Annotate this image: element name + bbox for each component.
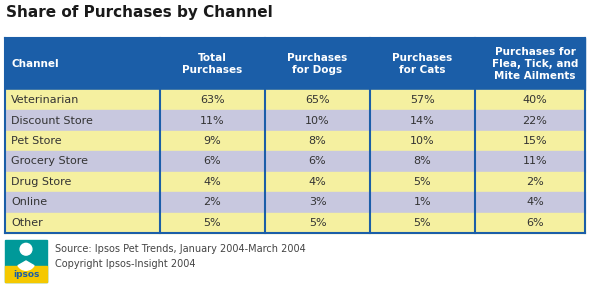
Text: Grocery Store: Grocery Store (11, 157, 88, 167)
Text: 8%: 8% (414, 157, 431, 167)
Text: 6%: 6% (526, 218, 544, 228)
Bar (5, 38, 585, 90)
Text: Total
Purchases: Total Purchases (182, 53, 242, 75)
Text: 22%: 22% (523, 116, 548, 126)
Text: 5%: 5% (414, 218, 431, 228)
Text: 8%: 8% (309, 136, 326, 146)
Text: Pet Store: Pet Store (11, 136, 61, 146)
Text: 9%: 9% (204, 136, 221, 146)
Text: Purchases
for Dogs: Purchases for Dogs (287, 53, 348, 75)
Text: 14%: 14% (410, 116, 435, 126)
Text: 3%: 3% (309, 197, 326, 207)
Text: 57%: 57% (410, 95, 435, 105)
Text: Share of Purchases by Channel: Share of Purchases by Channel (6, 5, 273, 20)
Text: 2%: 2% (204, 197, 221, 207)
Text: 65%: 65% (305, 95, 330, 105)
Text: 15%: 15% (523, 136, 548, 146)
Bar (5, 151, 585, 172)
Text: 1%: 1% (414, 197, 431, 207)
Text: 5%: 5% (414, 177, 431, 187)
Text: 40%: 40% (523, 95, 548, 105)
Text: 4%: 4% (204, 177, 221, 187)
Text: 63%: 63% (200, 95, 225, 105)
Bar (5, 213, 585, 233)
Text: Purchases
for Cats: Purchases for Cats (392, 53, 453, 75)
Wedge shape (18, 261, 34, 270)
Text: 2%: 2% (526, 177, 544, 187)
Text: 6%: 6% (309, 157, 326, 167)
Circle shape (20, 243, 32, 255)
Text: ipsos: ipsos (13, 270, 39, 279)
Text: Source: Ipsos Pet Trends, January 2004-March 2004
Copyright Ipsos-Insight 2004: Source: Ipsos Pet Trends, January 2004-M… (55, 244, 306, 269)
Text: Purchases for
Flea, Tick, and
Mite Ailments: Purchases for Flea, Tick, and Mite Ailme… (492, 47, 578, 81)
Text: Veterinarian: Veterinarian (11, 95, 80, 105)
Text: 10%: 10% (410, 136, 435, 146)
Bar (5, 240, 47, 282)
Bar (5, 172, 585, 192)
Bar (5, 131, 585, 151)
Text: 11%: 11% (200, 116, 225, 126)
Text: 10%: 10% (305, 116, 330, 126)
Text: 4%: 4% (309, 177, 326, 187)
Bar (5, 266, 47, 282)
Text: Discount Store: Discount Store (11, 116, 93, 126)
Text: 5%: 5% (204, 218, 221, 228)
Bar (5, 192, 585, 213)
Text: 11%: 11% (523, 157, 548, 167)
Text: Other: Other (11, 218, 42, 228)
Bar (5, 110, 585, 131)
Text: Channel: Channel (11, 59, 58, 69)
Text: 4%: 4% (526, 197, 544, 207)
Text: Drug Store: Drug Store (11, 177, 71, 187)
Text: 6%: 6% (204, 157, 221, 167)
Text: Online: Online (11, 197, 47, 207)
Bar (5, 90, 585, 110)
Text: 5%: 5% (309, 218, 326, 228)
